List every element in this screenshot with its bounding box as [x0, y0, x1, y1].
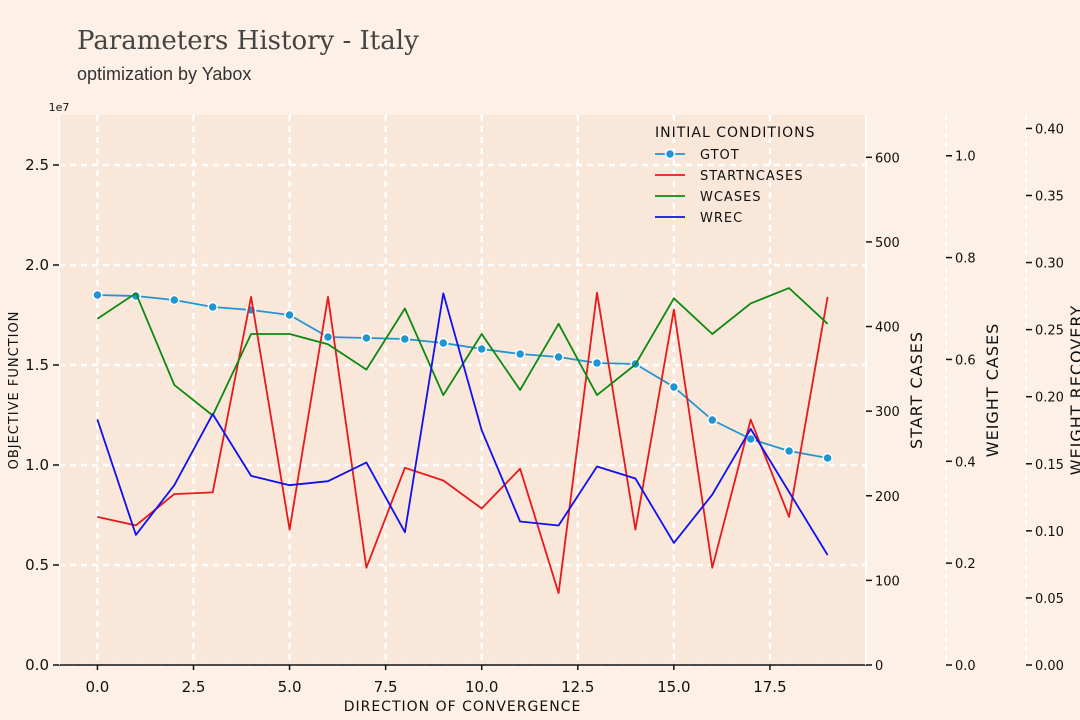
x-tick-label: 15.0 — [657, 678, 690, 696]
start-tick-label: 600 — [875, 151, 900, 166]
legend-label-gtot: GTOT — [700, 148, 740, 163]
wcases-tick-label: 1.0 — [955, 150, 976, 165]
x-tick-label: 12.5 — [561, 678, 594, 696]
y-tick-label: 1.0 — [25, 456, 49, 474]
x-tick-label: 17.5 — [753, 678, 786, 696]
series-line-startncases — [97, 291, 829, 594]
wrec-axis-label: WEIGHT RECOVERY — [1067, 305, 1080, 476]
wrec-tick-label: 0.25 — [1035, 324, 1064, 339]
data-point-gtot — [591, 357, 603, 369]
wrec-tick-label: 0.35 — [1035, 189, 1064, 204]
y-tick-label: 2.0 — [25, 256, 49, 274]
start-tick-label: 400 — [875, 321, 900, 336]
series-line-gtot — [97, 294, 828, 459]
start-tick-label: 200 — [875, 490, 900, 505]
data-point-gtot — [514, 348, 526, 360]
chart-subtitle: optimization by Yabox — [77, 64, 252, 84]
y-tick-label: 1.5 — [25, 356, 49, 374]
y-scale-label: 1e7 — [49, 101, 70, 114]
start-tick-label: 500 — [875, 236, 900, 251]
data-point-gtot — [783, 445, 795, 457]
wrec-tick-label: 0.40 — [1035, 122, 1064, 137]
wrec-tick-label: 0.15 — [1035, 458, 1064, 473]
y-axis-label: OBJECTIVE FUNCTION — [7, 311, 22, 470]
wrec-tick-label: 0.05 — [1035, 592, 1064, 607]
data-point-gtot — [361, 332, 372, 344]
wcases-tick-label: 0.8 — [955, 252, 976, 267]
x-tick-label: 0.0 — [85, 678, 109, 696]
data-point-gtot — [169, 294, 180, 306]
data-point-gtot — [322, 331, 334, 343]
wcases-tick-label: 0.2 — [955, 557, 976, 572]
wcases-tick-label: 0.0 — [955, 659, 976, 674]
wcases-tick-label: 0.6 — [955, 353, 976, 368]
chart-title: Parameters History - Italy — [77, 26, 419, 56]
series — [92, 287, 833, 594]
x-tick-label: 7.5 — [374, 678, 398, 696]
axes: 0.0 2.5 5.0 7.5 10.0 12.5 15.0 17.5 DIRECTION OF… — [7, 101, 1080, 715]
data-point-gtot — [438, 337, 449, 349]
start-tick-label: 300 — [875, 405, 900, 420]
y-tick-label: 0.5 — [25, 556, 49, 574]
start-tick-label: 100 — [875, 574, 900, 589]
x-axis-label: DIRECTION OF CONVERGENCE — [344, 699, 582, 715]
data-point-gtot — [668, 381, 680, 393]
y-tick-label: 2.5 — [25, 156, 49, 174]
x-tick-label: 5.0 — [278, 678, 302, 696]
data-point-gtot — [399, 333, 411, 345]
legend-label-wrec: WREC — [700, 211, 743, 226]
legend-title: INITIAL CONDITIONS — [655, 125, 815, 141]
wrec-tick-label: 0.20 — [1035, 391, 1064, 406]
wrec-tick-label: 0.00 — [1035, 659, 1064, 674]
data-point-gtot — [553, 351, 564, 363]
legend-label-wcases: WCASES — [700, 190, 762, 205]
data-point-gtot — [207, 301, 218, 313]
wcases-axis-label: WEIGHT CASES — [983, 323, 1002, 457]
wrec-tick-label: 0.10 — [1035, 525, 1064, 540]
legend-label-startncases: STARTNCASES — [700, 169, 804, 184]
series-line-wrec — [96, 292, 829, 556]
data-point-gtot — [822, 452, 833, 464]
legend: INITIAL CONDITIONS GTOT STARTNCASES WCASES W… — [655, 125, 815, 226]
x-tick-label: 10.0 — [465, 678, 498, 696]
legend-marker — [664, 148, 676, 160]
data-point-gtot — [284, 309, 295, 321]
start-axis-label: START CASES — [907, 331, 926, 449]
data-point-gtot — [92, 289, 103, 301]
data-point-gtot — [476, 343, 487, 355]
y-tick-label: 0.0 — [25, 656, 49, 674]
start-tick-label: 0 — [875, 659, 883, 674]
wrec-tick-label: 0.30 — [1035, 257, 1064, 272]
wcases-tick-label: 0.4 — [955, 455, 976, 470]
x-tick-label: 2.5 — [182, 678, 206, 696]
data-point-gtot — [707, 414, 718, 426]
